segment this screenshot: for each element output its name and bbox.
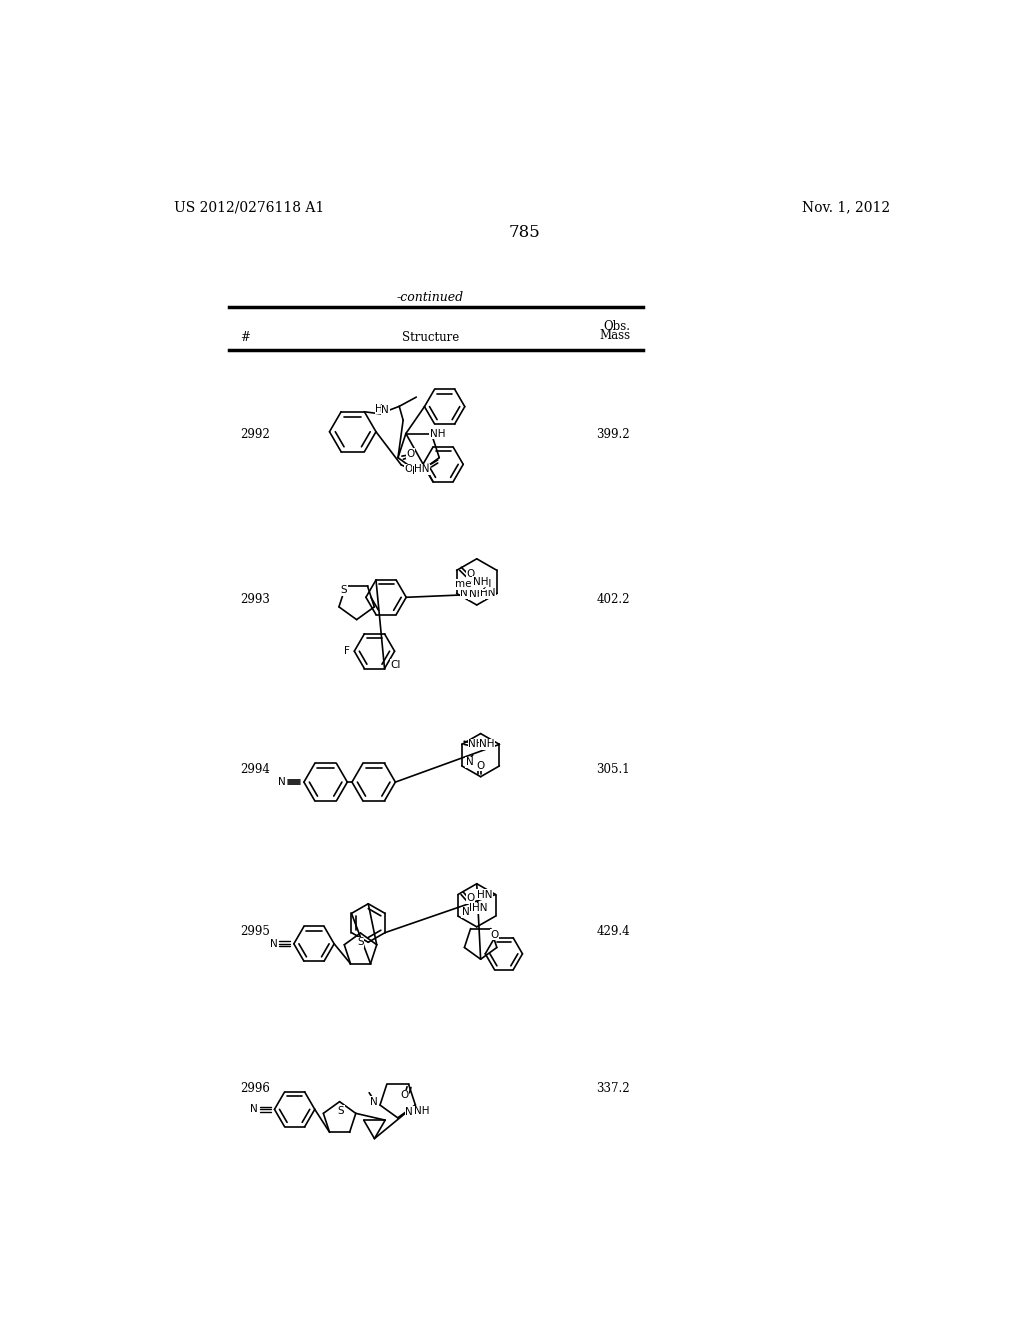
Text: NH: NH — [430, 429, 445, 438]
Text: N: N — [370, 1097, 378, 1107]
Text: -continued: -continued — [396, 290, 464, 304]
Text: O: O — [404, 465, 413, 474]
Text: H: H — [375, 404, 383, 413]
Text: 2992: 2992 — [241, 428, 270, 441]
Text: 402.2: 402.2 — [597, 594, 630, 606]
Text: O: O — [490, 929, 499, 940]
Text: 305.1: 305.1 — [597, 763, 630, 776]
Text: HN: HN — [477, 890, 493, 899]
Text: N: N — [381, 405, 389, 416]
Text: O: O — [476, 760, 484, 771]
Text: S: S — [357, 937, 364, 948]
Text: NH: NH — [469, 589, 484, 599]
Text: 2995: 2995 — [241, 924, 270, 937]
Text: 2993: 2993 — [241, 594, 270, 606]
Text: 337.2: 337.2 — [597, 1082, 630, 1096]
Text: 399.2: 399.2 — [597, 428, 630, 441]
Text: N: N — [462, 907, 470, 917]
Text: Obs.: Obs. — [603, 321, 630, 333]
Text: IHN: IHN — [469, 903, 487, 913]
Text: HN: HN — [415, 465, 430, 474]
Text: F: F — [344, 647, 349, 656]
Text: NH: NH — [406, 1106, 421, 1117]
Text: N: N — [270, 939, 278, 949]
Text: HN: HN — [480, 589, 496, 598]
Text: NH: NH — [479, 739, 495, 750]
Text: 785: 785 — [509, 224, 541, 240]
Text: O: O — [466, 894, 474, 903]
Text: 2996: 2996 — [241, 1082, 270, 1096]
Text: NH: NH — [468, 739, 483, 750]
Text: US 2012/0276118 A1: US 2012/0276118 A1 — [174, 201, 325, 215]
Text: #: # — [241, 331, 250, 345]
Text: N: N — [279, 777, 286, 787]
Text: N: N — [466, 758, 473, 767]
Text: Mass: Mass — [599, 330, 630, 342]
Text: N: N — [251, 1105, 258, 1114]
Text: S: S — [338, 1106, 344, 1115]
Text: O: O — [400, 1090, 409, 1100]
Text: NH: NH — [414, 1106, 429, 1117]
Text: N: N — [413, 466, 420, 477]
Text: O: O — [467, 569, 475, 579]
Text: methyl: methyl — [456, 579, 492, 589]
Text: 2994: 2994 — [241, 763, 270, 776]
Text: S: S — [341, 585, 347, 595]
Text: Cl: Cl — [390, 660, 400, 669]
Text: Structure: Structure — [401, 331, 459, 345]
Text: 429.4: 429.4 — [597, 924, 630, 937]
Text: N: N — [461, 589, 468, 598]
Text: O: O — [407, 449, 415, 459]
Text: Nov. 1, 2012: Nov. 1, 2012 — [802, 201, 891, 215]
Text: NH: NH — [473, 577, 488, 587]
